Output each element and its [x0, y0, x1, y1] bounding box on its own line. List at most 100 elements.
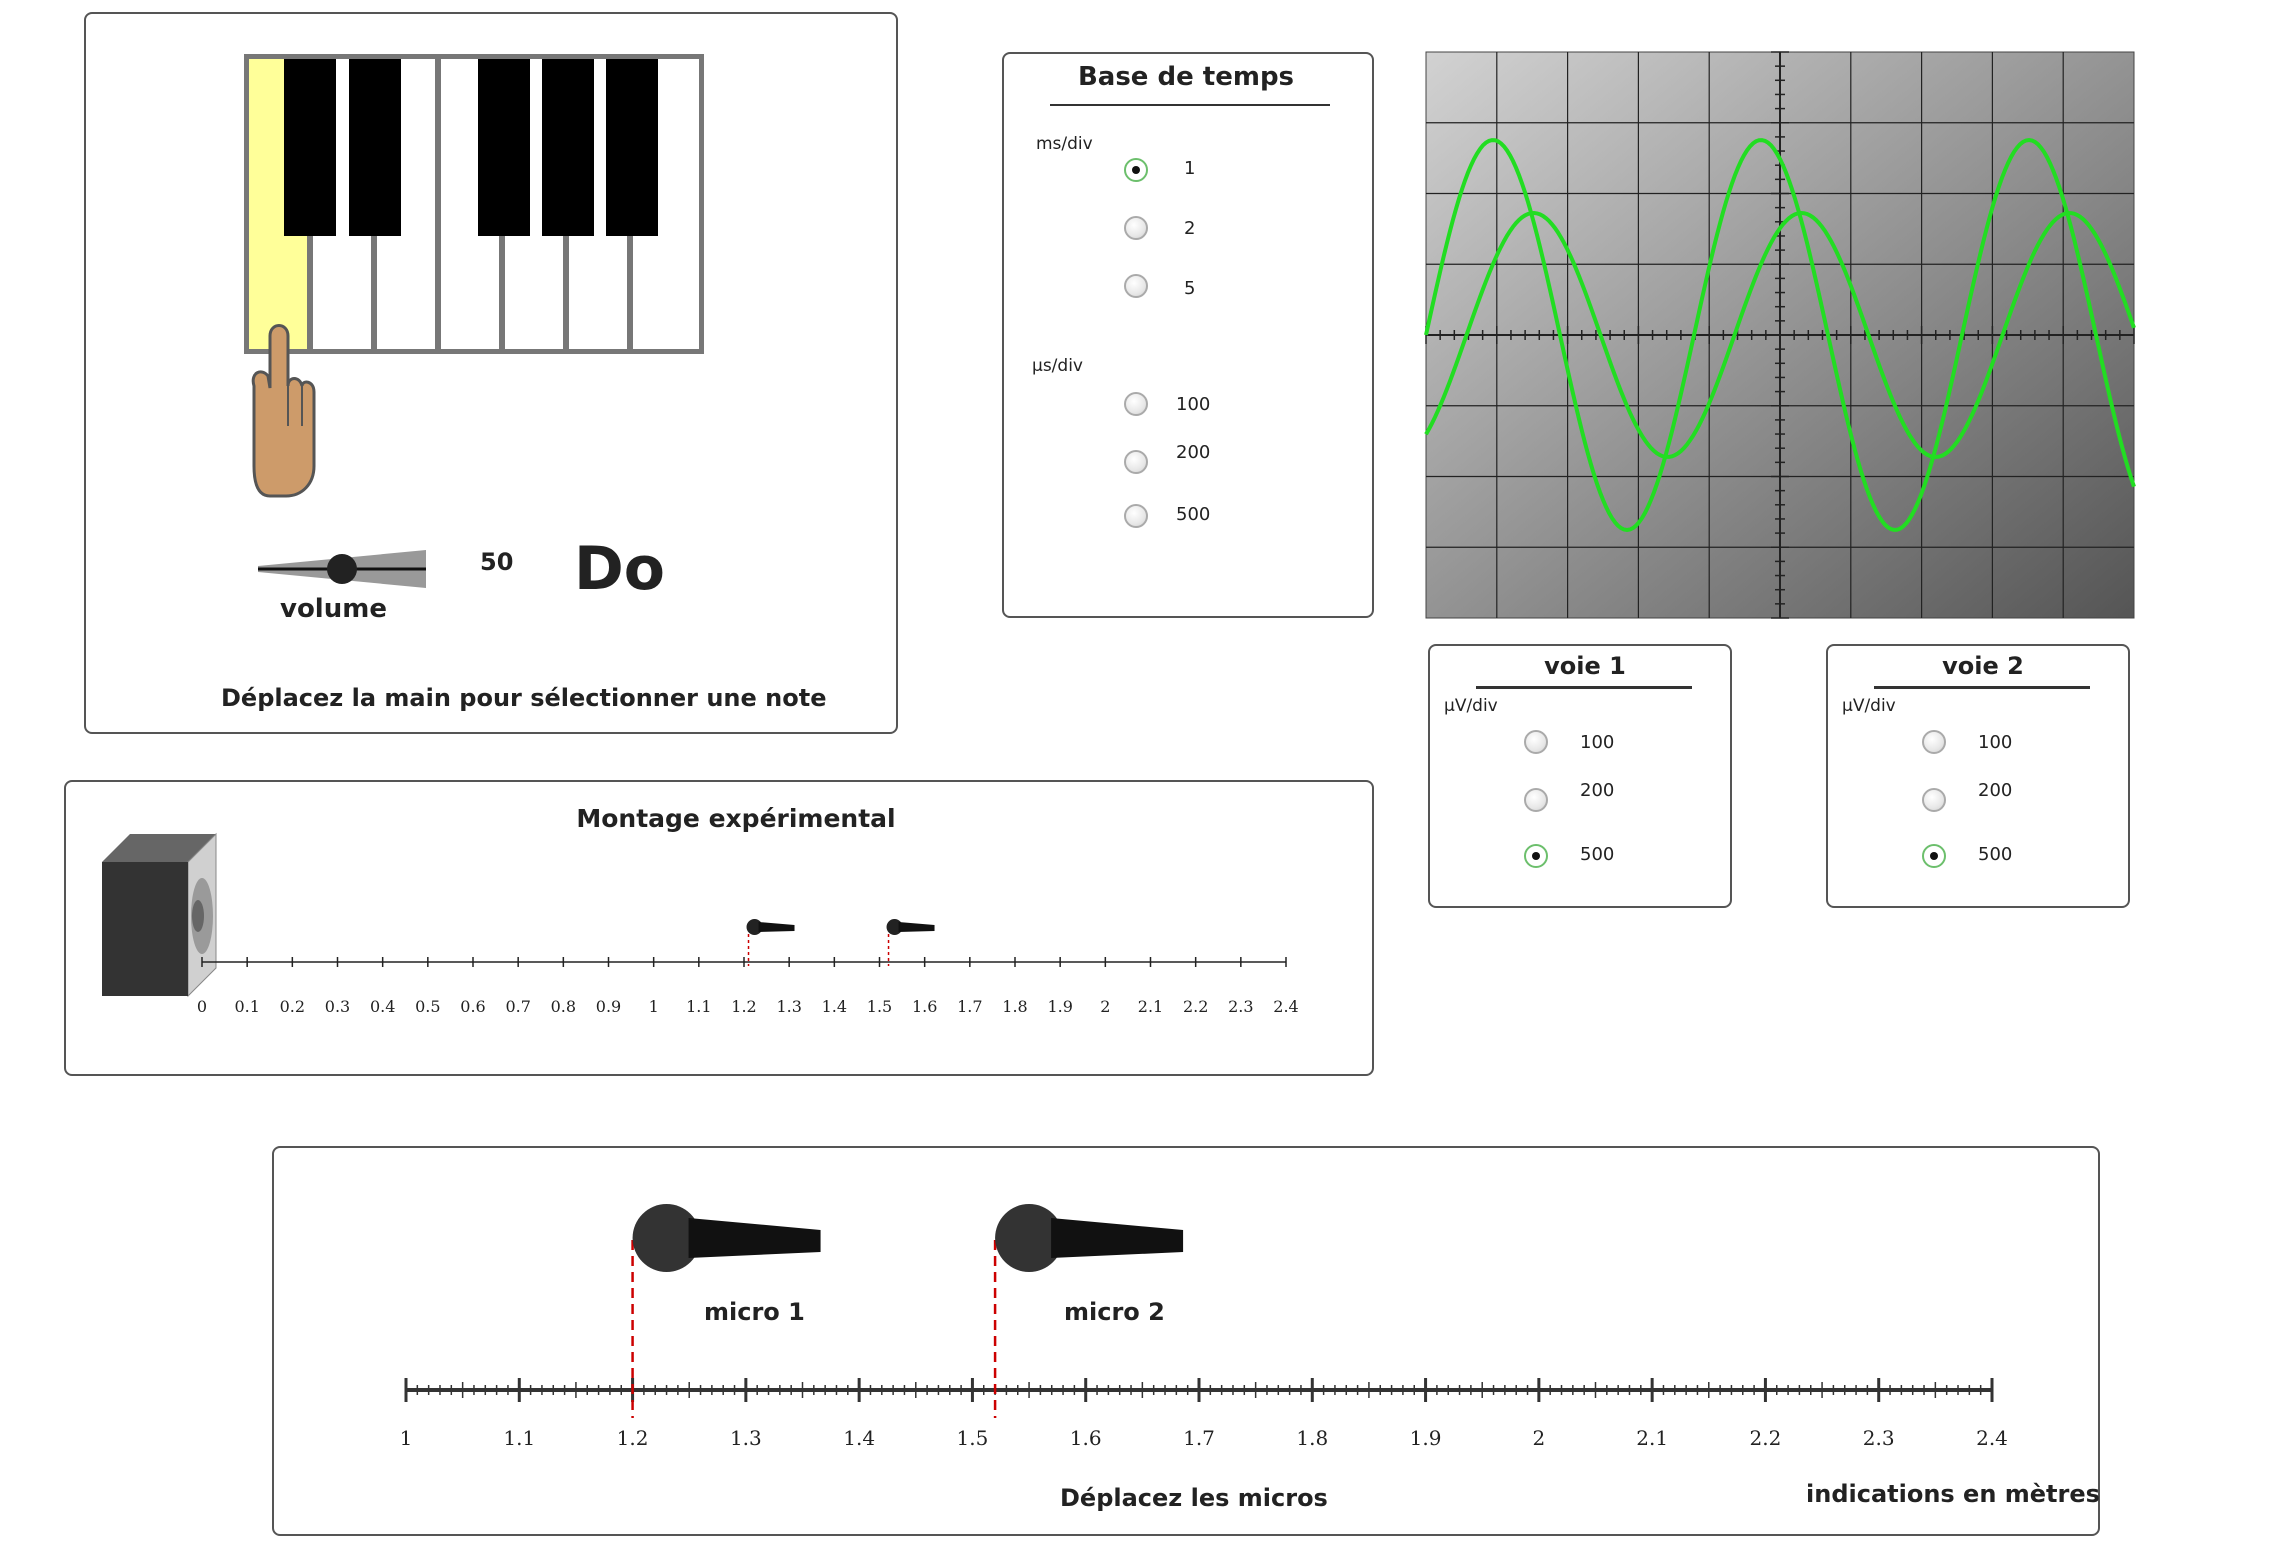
note-name: Do [574, 534, 666, 604]
volume-slider-thumb[interactable] [327, 554, 357, 584]
radio-button[interactable] [1524, 844, 1548, 868]
timebase-option-label: 1 [1184, 158, 1196, 179]
setup-distance-scale: 0 0.1 0.2 0.3 0.4 0.5 0.6 0.7 0.8 0.9 1 1.1 1.2 1.3 1.… [197, 919, 1299, 1016]
radio-button[interactable] [1524, 730, 1548, 754]
scale-label: 2 [1100, 997, 1110, 1016]
oscilloscope-grid [1425, 51, 2135, 619]
radio-button[interactable] [1922, 730, 1946, 754]
microphone-head [632, 1204, 701, 1272]
scale-label: 2.4 [1976, 1426, 2008, 1450]
scale-label: 1.6 [912, 997, 937, 1016]
scale-label: 1 [400, 1426, 413, 1450]
timebase-option-label: 500 [1176, 504, 1211, 525]
scale-label: 0.4 [370, 997, 395, 1016]
channel1-option[interactable]: 200 [1524, 780, 1614, 812]
timebase-option[interactable]: 200 [1124, 442, 1210, 474]
timebase-option[interactable]: 100 [1124, 392, 1210, 416]
scale-label: 1.5 [867, 997, 892, 1016]
scale-label: 1.8 [1002, 997, 1027, 1016]
hand-icon[interactable] [240, 316, 350, 506]
channel1-option[interactable]: 100 [1524, 730, 1614, 754]
mic1-microphone-icon[interactable] [632, 1204, 821, 1272]
scale-label: 1.4 [822, 997, 847, 1016]
mic2-setup-handle [898, 922, 935, 932]
volume-slider[interactable] [258, 548, 438, 598]
scale-label: 1.8 [1296, 1426, 1328, 1450]
setup-title: Montage expérimental [576, 804, 896, 833]
channel1-trace [1424, 137, 2136, 533]
scale-label: 1.2 [617, 1426, 649, 1450]
channel2-option[interactable]: 500 [1922, 844, 2012, 868]
piano-panel: volume 50 Do Déplacez la main pour sélec… [84, 12, 898, 734]
timebase-option-label: 100 [1176, 394, 1211, 415]
scale-label: 2.4 [1273, 997, 1298, 1016]
black-key[interactable] [478, 59, 530, 236]
us-unit-label: µs/div [1032, 356, 1083, 376]
timebase-option[interactable]: 500 [1124, 504, 1210, 528]
timebase-option[interactable]: 2 [1124, 216, 1195, 240]
scale-label: 0.7 [505, 997, 530, 1016]
scale-label: 2.1 [1138, 997, 1163, 1016]
scale-label: 1.5 [957, 1426, 989, 1450]
mic-distance-scale: 1 1.1 1.2 1.3 1.4 1.5 1.6 1.7 1.8 1.9 2 2.1 2.2 2.3 2.… [400, 1204, 2008, 1450]
radio-button[interactable] [1124, 450, 1148, 474]
black-key[interactable] [349, 59, 401, 236]
black-key[interactable] [542, 59, 594, 236]
scale-label: 1.6 [1070, 1426, 1102, 1450]
channel2-option-label: 200 [1978, 780, 2013, 801]
volume-value: 50 [480, 548, 514, 576]
black-key[interactable] [284, 59, 336, 236]
radio-button[interactable] [1524, 788, 1548, 812]
scale-label: 0 [197, 997, 207, 1016]
scale-label: 1.2 [731, 997, 756, 1016]
scale-label: 0.3 [325, 997, 350, 1016]
mic1-setup-handle [758, 922, 795, 932]
channel1-unit: µV/div [1444, 696, 1498, 716]
channel1-panel: voie 1 µV/div 100 200 500 [1428, 644, 1732, 908]
scale-label: 0.1 [234, 997, 259, 1016]
black-key[interactable] [606, 59, 658, 236]
title-underline [1050, 104, 1330, 106]
mic2-microphone-icon[interactable] [995, 1204, 1184, 1272]
mic2-label: micro 2 [1064, 1298, 1165, 1326]
timebase-panel: Base de temps ms/div µs/div 1 2 5 100 20… [1002, 52, 1374, 618]
scale-label: 0.6 [460, 997, 485, 1016]
microphone-head [995, 1204, 1064, 1272]
channel2-option-label: 500 [1978, 844, 2013, 865]
scale-label: 2 [1532, 1426, 1545, 1450]
volume-label: volume [280, 594, 387, 624]
channel1-option-label: 500 [1580, 844, 1615, 865]
channel2-option[interactable]: 200 [1922, 780, 2012, 812]
ms-unit-label: ms/div [1036, 134, 1093, 154]
channel1-option-label: 200 [1580, 780, 1615, 801]
scale-label: 2.2 [1183, 997, 1208, 1016]
channel2-option[interactable]: 100 [1922, 730, 2012, 754]
microphone-handle [1051, 1218, 1184, 1258]
timebase-option[interactable]: 5 [1124, 274, 1195, 299]
setup-panel: Montage expérimental 0 0.1 0.2 0.3 0.4 0.5 0.6… [64, 780, 1374, 1076]
radio-button[interactable] [1124, 158, 1148, 182]
mic-instruction: Déplacez les micros [1060, 1484, 1328, 1512]
scale-label: 0.5 [415, 997, 440, 1016]
scale-label: 1.9 [1047, 997, 1072, 1016]
channel2-option-label: 100 [1978, 732, 2013, 753]
channel2-title: voie 2 [1942, 652, 2024, 680]
radio-button[interactable] [1124, 392, 1148, 416]
scale-label: 1.3 [776, 997, 801, 1016]
piano-instruction: Déplacez la main pour sélectionner une n… [221, 684, 827, 712]
radio-button[interactable] [1922, 844, 1946, 868]
radio-button[interactable] [1124, 216, 1148, 240]
piano-keyboard[interactable] [244, 54, 704, 364]
radio-button[interactable] [1922, 788, 1946, 812]
scale-label: 1.1 [503, 1426, 535, 1450]
channel1-option[interactable]: 500 [1524, 844, 1614, 868]
radio-button[interactable] [1124, 504, 1148, 528]
units-note: indications en mètres [1806, 1480, 2100, 1508]
scale-label: 1.3 [730, 1426, 762, 1450]
mic-panel: 1 1.1 1.2 1.3 1.4 1.5 1.6 1.7 1.8 1.9 2 2.1 2.2 2.3 2.… [272, 1146, 2100, 1536]
scale-label: 2.3 [1228, 997, 1253, 1016]
title-underline [1476, 686, 1692, 689]
radio-button[interactable] [1124, 274, 1148, 298]
timebase-option[interactable]: 1 [1124, 158, 1195, 182]
channel1-option-label: 100 [1580, 732, 1615, 753]
